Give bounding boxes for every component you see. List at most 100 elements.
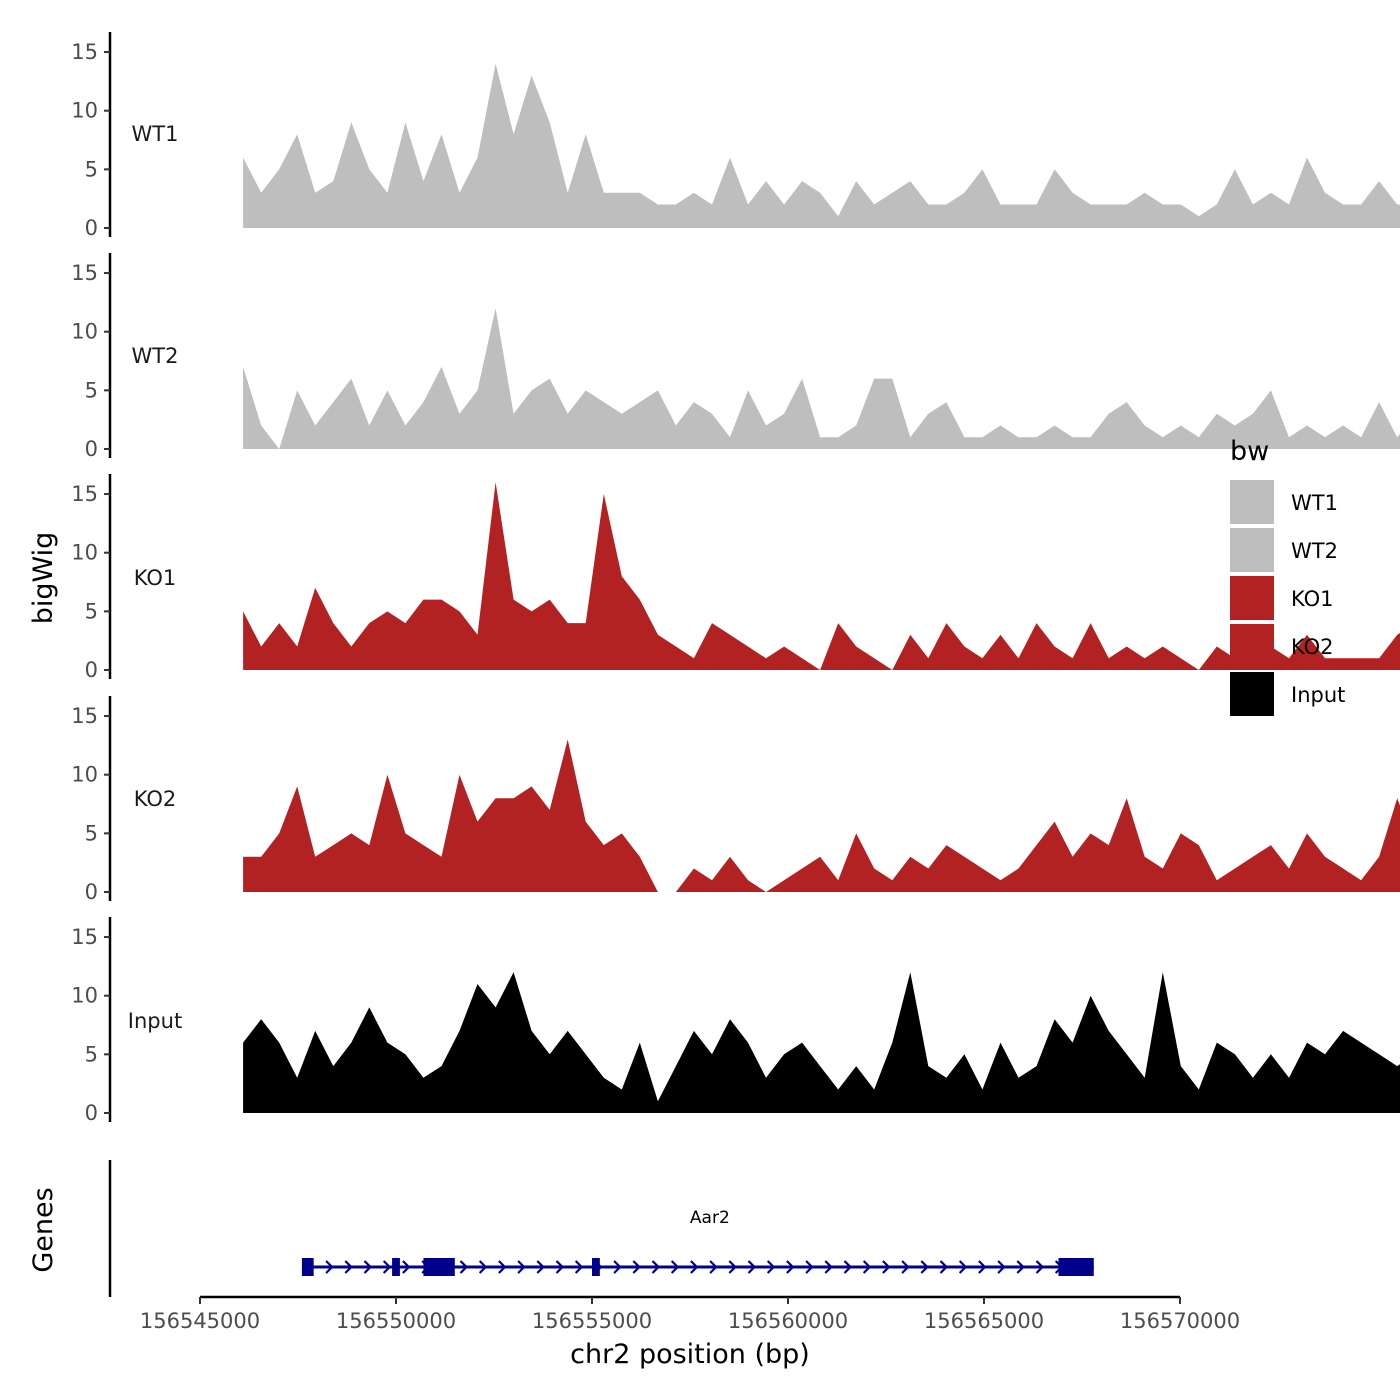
x-tick-label: 156555000	[532, 1309, 652, 1333]
strand-arrow	[786, 1260, 795, 1274]
track-label: Input	[128, 1009, 182, 1033]
signal-area-wt1	[243, 63, 1400, 228]
strand-arrow	[651, 1260, 661, 1274]
strand-arrow	[690, 1260, 699, 1274]
legend-label: WT2	[1291, 539, 1338, 563]
y-tick-label: 5	[85, 378, 98, 402]
bigwig-tracks: 0 5 10 15 WT1 0 5 10 15 WT2 0 5 10 15 KO1 0 5 10 15 KO2 0 5 10…	[71, 32, 1400, 1125]
strand-arrow	[997, 1260, 1006, 1274]
strand-arrow	[498, 1260, 507, 1274]
y-tick-label: 10	[71, 99, 98, 123]
strand-arrow	[862, 1260, 872, 1274]
signal-area-ko2	[243, 739, 1400, 892]
track-ko1: 0 5 10 15 KO1	[71, 474, 1400, 682]
strand-arrow	[978, 1260, 987, 1274]
track-label: WT1	[132, 122, 179, 146]
x-tick-label: 156565000	[924, 1309, 1044, 1333]
strand-arrow	[632, 1260, 641, 1274]
track-label: KO1	[134, 566, 177, 590]
legend-swatch	[1230, 576, 1274, 620]
strand-arrow	[478, 1260, 488, 1274]
strand-arrow	[824, 1260, 833, 1274]
legend-item-ko1: KO1	[1230, 576, 1334, 620]
legend-label: KO1	[1291, 587, 1334, 611]
y-tick-label: 15	[71, 925, 98, 949]
y-axis-title-genes: Genes	[28, 1187, 59, 1272]
y-tick-label: 0	[85, 437, 98, 461]
strand-arrow	[766, 1260, 776, 1274]
y-tick-label: 15	[71, 261, 98, 285]
strand-arrow	[939, 1260, 949, 1274]
y-tick-label: 0	[85, 658, 98, 682]
strand-arrow	[344, 1260, 353, 1274]
gene-label: Aar2	[690, 1208, 730, 1228]
x-tick-label: 156560000	[728, 1309, 848, 1333]
signal-area-input	[243, 972, 1400, 1113]
legend-label: KO2	[1291, 635, 1334, 659]
y-axis-title-bigwig: bigWig	[28, 532, 59, 625]
y-tick-label: 5	[85, 157, 98, 181]
y-tick-label: 5	[85, 599, 98, 623]
y-tick-label: 10	[71, 541, 98, 565]
legend-item-ko2: KO2	[1230, 624, 1334, 668]
strand-arrow	[555, 1260, 565, 1274]
strand-arrow	[363, 1260, 373, 1274]
strand-arrow	[459, 1260, 469, 1274]
strand-arrow	[613, 1260, 622, 1274]
legend-label: WT1	[1291, 491, 1338, 515]
gene-track: Aar2	[108, 1160, 1094, 1297]
y-tick-label: 5	[85, 821, 98, 845]
legend: bw WT1 WT2 KO1 KO2 Input	[1230, 436, 1345, 716]
strand-arrow	[882, 1260, 891, 1274]
strand-arrow	[670, 1260, 680, 1274]
y-tick-label: 15	[71, 704, 98, 728]
strand-arrow	[574, 1260, 584, 1274]
track-label: KO2	[134, 787, 177, 811]
legend-item-wt2: WT2	[1230, 528, 1338, 572]
strand-arrow	[901, 1260, 910, 1274]
gene-exon	[301, 1258, 314, 1276]
y-tick-label: 0	[85, 1101, 98, 1125]
y-tick-label: 15	[71, 482, 98, 506]
gene-exon	[392, 1258, 400, 1276]
strand-arrow	[843, 1260, 853, 1274]
gene-aar2: Aar2	[301, 1208, 1094, 1276]
y-tick-label: 5	[85, 1042, 98, 1066]
legend-swatch	[1230, 528, 1274, 572]
legend-title: bw	[1230, 436, 1269, 467]
legend-swatch	[1230, 624, 1274, 668]
strand-arrow	[325, 1260, 334, 1274]
y-tick-label: 0	[85, 880, 98, 904]
strand-arrow	[728, 1260, 737, 1274]
strand-arrow	[382, 1260, 392, 1274]
y-tick-label: 10	[71, 984, 98, 1008]
legend-swatch	[1230, 672, 1274, 716]
strand-arrow	[709, 1260, 718, 1274]
strand-arrow	[920, 1260, 929, 1274]
x-axis-title: chr2 position (bp)	[570, 1339, 810, 1370]
y-tick-label: 10	[71, 763, 98, 787]
strand-arrow	[402, 1260, 411, 1274]
gene-exon	[423, 1258, 455, 1276]
strand-arrow	[517, 1260, 526, 1274]
x-tick-label: 156550000	[336, 1309, 456, 1333]
strand-arrow	[536, 1260, 545, 1274]
signal-area-ko1	[243, 482, 1400, 670]
y-tick-label: 10	[71, 320, 98, 344]
y-tick-label: 0	[85, 216, 98, 240]
x-tick-label: 156545000	[140, 1309, 260, 1333]
legend-swatch	[1230, 480, 1274, 524]
track-input: 0 5 10 15 Input	[71, 917, 1400, 1125]
y-tick-label: 15	[71, 40, 98, 64]
legend-item-input: Input	[1230, 672, 1345, 716]
gene-exon	[592, 1258, 600, 1276]
legend-item-wt1: WT1	[1230, 480, 1338, 524]
strand-arrow	[958, 1260, 968, 1274]
track-ko2: 0 5 10 15 KO2	[71, 696, 1400, 904]
track-label: WT2	[132, 344, 179, 368]
legend-label: Input	[1291, 683, 1345, 707]
strand-arrow	[747, 1260, 757, 1274]
x-tick-label: 156570000	[1120, 1309, 1240, 1333]
strand-arrow	[1016, 1260, 1025, 1274]
